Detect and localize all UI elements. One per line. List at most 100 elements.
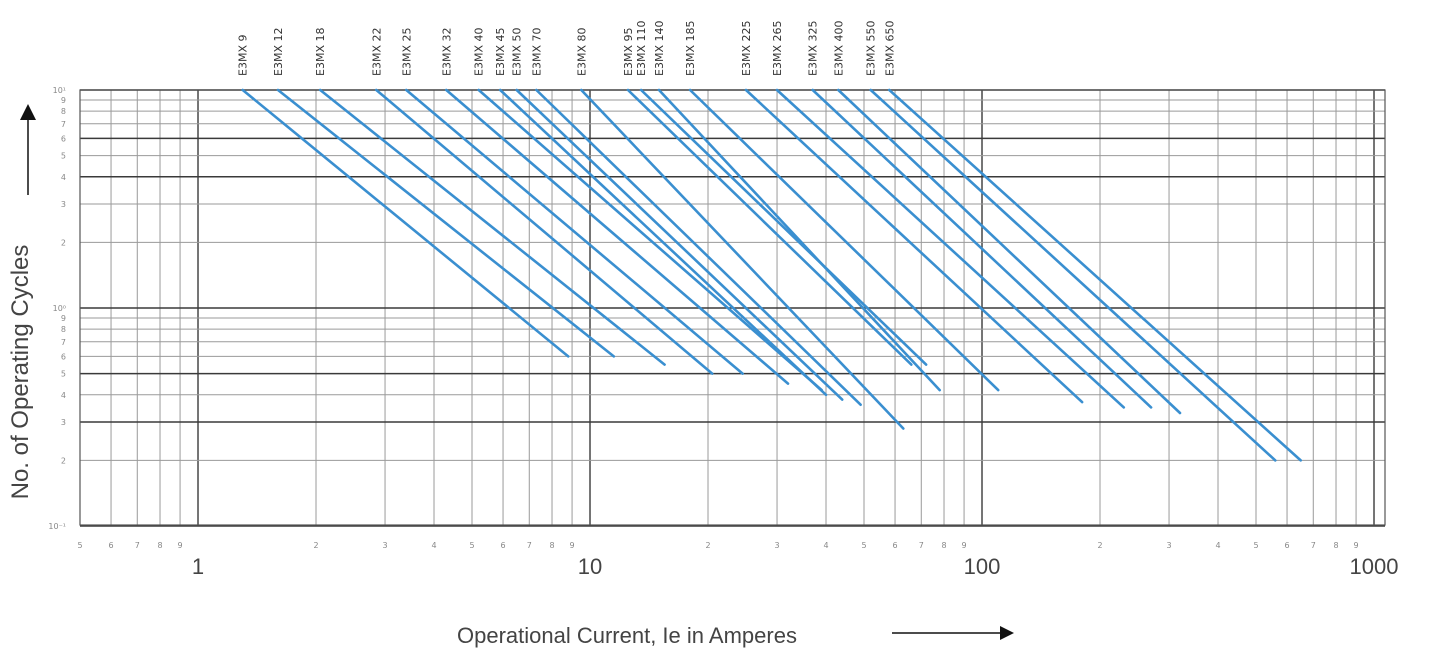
y-tick-label: 6 [61, 134, 66, 143]
x-major-tick-label: 1 [192, 554, 204, 579]
x-axis-arrow [892, 626, 1014, 640]
y-axis-arrow [20, 104, 36, 195]
x-minor-tick-label: 8 [941, 541, 946, 550]
series-label: E3MX 32 [440, 28, 453, 76]
x-minor-tick-label: 8 [1333, 541, 1338, 550]
y-tick-label: 4 [61, 391, 66, 400]
x-minor-tick-label: 9 [570, 541, 575, 550]
series-label: E3MX 80 [575, 28, 588, 76]
x-minor-tick-label: 8 [157, 541, 162, 550]
x-minor-tick-label: 6 [108, 541, 113, 550]
series-line [374, 88, 714, 375]
series-label: E3MX 225 [740, 21, 753, 76]
series-line [241, 88, 570, 358]
y-tick-label: 3 [61, 200, 66, 209]
x-minor-tick-label: 4 [431, 541, 436, 550]
series-lines [241, 88, 1302, 462]
y-tick-label: 5 [61, 370, 66, 379]
y-tick-label: 9 [61, 314, 66, 323]
x-minor-tick-label: 7 [919, 541, 924, 550]
y-tick-label: 2 [61, 456, 66, 465]
x-minor-tick-label: 5 [861, 541, 866, 550]
x-minor-tick-label: 4 [823, 541, 828, 550]
series-line [535, 88, 862, 407]
x-minor-tick-label: 4 [1215, 541, 1220, 550]
series-label: E3MX 550 [865, 21, 878, 76]
series-line [579, 88, 905, 430]
x-minor-tick-label: 6 [1284, 541, 1289, 550]
y-tick-label: 8 [61, 325, 66, 334]
series-line [887, 88, 1302, 462]
series-labels: E3MX 9 E3MX 12 E3MX 18 E3MX 22 E3MX 25 E3MX 3… [237, 21, 897, 76]
x-minor-tick-label: 2 [313, 541, 318, 550]
series-line [775, 88, 1126, 409]
series-label: E3MX 40 [473, 28, 486, 76]
x-major-tick-label: 10 [578, 554, 602, 579]
y-tick-label: 10¹ [53, 86, 66, 95]
y-tick-label: 6 [61, 352, 66, 361]
series-label: E3MX 400 [832, 21, 845, 76]
y-tick-label: 3 [61, 418, 66, 427]
x-minor-tick-label: 3 [774, 541, 779, 550]
series-label: E3MX 45 [494, 28, 507, 76]
series-label: E3MX 9 [237, 35, 250, 76]
series-label: E3MX 50 [511, 28, 524, 76]
y-tick-label: 2 [61, 238, 66, 247]
series-line [318, 88, 666, 366]
series-label: E3MX 650 [883, 21, 896, 76]
y-tick-label: 10⁻¹ [48, 522, 66, 531]
x-minor-tick-label: 2 [705, 541, 710, 550]
y-tick-label: 7 [61, 120, 66, 129]
series-line [276, 88, 616, 358]
y-tick-label: 10⁰ [53, 304, 66, 313]
y-axis-title: No. of Operating Cycles [7, 245, 34, 500]
series-line [444, 88, 790, 385]
x-minor-tick-label: 6 [892, 541, 897, 550]
series-label: E3MX 25 [400, 28, 413, 76]
x-minor-tick-label: 3 [382, 541, 387, 550]
y-tick-label: 9 [61, 96, 66, 105]
series-line [869, 88, 1277, 462]
x-major-tick-label: 1000 [1350, 554, 1399, 579]
series-label: E3MX 325 [807, 21, 820, 76]
x-major-tick-label: 100 [964, 554, 1001, 579]
series-label: E3MX 95 [622, 28, 635, 76]
y-tick-label: 7 [61, 338, 66, 347]
x-minor-tick-label: 3 [1166, 541, 1171, 550]
x-minor-tick-label: 7 [135, 541, 140, 550]
x-minor-tick-label: 7 [527, 541, 532, 550]
series-label: E3MX 18 [314, 28, 327, 76]
plot-border [79, 89, 1386, 526]
series-label: E3MX 265 [771, 21, 784, 76]
series-line [404, 88, 744, 375]
series-line [744, 88, 1084, 404]
x-tick-labels: 5 6 7 8 9 2 3 4 5 6 7 8 9 2 3 4 5 6 7 8 9 2 3 4 5 6 7 8 91 10 100 1000 [77, 541, 1398, 579]
series-line [626, 88, 913, 366]
y-tick-label: 8 [61, 107, 66, 116]
series-label: E3MX 70 [530, 28, 543, 76]
series-line [515, 88, 844, 401]
series-line [657, 88, 942, 392]
x-minor-tick-label: 5 [469, 541, 474, 550]
x-minor-tick-label: 6 [500, 541, 505, 550]
x-minor-tick-label: 9 [1354, 541, 1359, 550]
x-minor-tick-label: 5 [1253, 541, 1258, 550]
series-label: E3MX 110 [635, 21, 648, 76]
series-line [836, 88, 1182, 415]
series-line [688, 88, 1000, 392]
x-minor-tick-label: 9 [178, 541, 183, 550]
x-minor-tick-label: 2 [1097, 541, 1102, 550]
series-line [811, 88, 1153, 409]
series-label: E3MX 140 [653, 21, 666, 76]
x-minor-tick-label: 7 [1311, 541, 1316, 550]
series-label: E3MX 185 [684, 21, 697, 76]
x-axis-title: Operational Current, Ie in Amperes [457, 623, 797, 648]
x-minor-tick-label: 9 [962, 541, 967, 550]
series-line [639, 88, 928, 366]
y-tick-label: 5 [61, 152, 66, 161]
series-line [498, 88, 828, 397]
y-tick-label: 4 [61, 173, 66, 182]
series-label: E3MX 22 [370, 28, 383, 76]
